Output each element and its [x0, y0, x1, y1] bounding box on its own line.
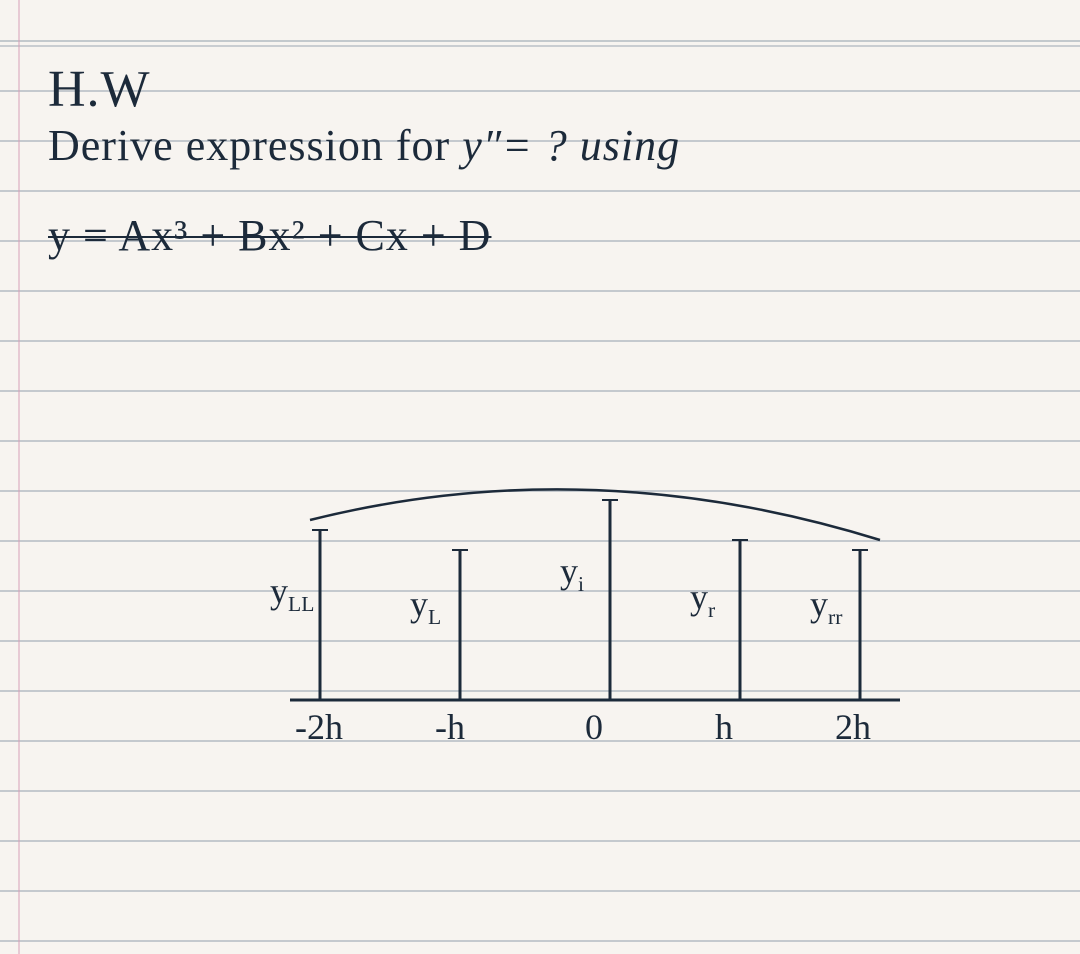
- x-label: h: [715, 706, 733, 748]
- line-derive: Derive expression for y″= ? using: [48, 120, 680, 171]
- y-label: yi: [560, 550, 584, 597]
- y-label-sub: i: [578, 572, 584, 596]
- y-label-sub: L: [428, 605, 441, 629]
- y-label-main: y: [810, 584, 828, 624]
- rule-line: [0, 840, 1080, 842]
- x-label: 2h: [835, 706, 871, 748]
- y-label: yLL: [270, 570, 314, 617]
- curve-path: [310, 489, 880, 540]
- rule-line: [0, 940, 1080, 942]
- line1-part-b: y″= ? using: [462, 121, 680, 170]
- diagram-svg: [260, 400, 940, 730]
- rule-line: [0, 890, 1080, 892]
- rule-line: [0, 340, 1080, 342]
- y-label-main: y: [690, 577, 708, 617]
- rule-line: [0, 390, 1080, 392]
- y-label: yrr: [810, 583, 842, 630]
- paper-background: H.W Derive expression for y″= ? using y …: [0, 0, 1080, 954]
- x-label: 0: [585, 706, 603, 748]
- equation-cubic: y = Ax³ + Bx² + Cx + D: [48, 210, 491, 261]
- y-label-sub: LL: [288, 592, 314, 616]
- ordinate-bars: [312, 500, 868, 700]
- margin-line: [18, 0, 20, 954]
- y-label-main: y: [270, 571, 288, 611]
- rule-line: [0, 740, 1080, 742]
- y-label: yL: [410, 583, 441, 630]
- rule-line: [0, 790, 1080, 792]
- line1-part-a: Derive expression for: [48, 121, 462, 170]
- rule-line: [0, 190, 1080, 192]
- y-label: yr: [690, 576, 715, 623]
- heading-hw: H.W: [48, 60, 151, 119]
- rule-line: [0, 290, 1080, 292]
- x-label: -h: [435, 706, 465, 748]
- y-label-main: y: [410, 584, 428, 624]
- finite-difference-diagram: yLLyLyiyryrr -2h-h0h2h: [260, 400, 940, 730]
- x-label: -2h: [295, 706, 343, 748]
- y-label-main: y: [560, 551, 578, 591]
- y-label-sub: r: [708, 598, 715, 622]
- rule-line: [0, 90, 1080, 92]
- rule-line: [0, 40, 1080, 42]
- y-label-sub: rr: [828, 605, 842, 629]
